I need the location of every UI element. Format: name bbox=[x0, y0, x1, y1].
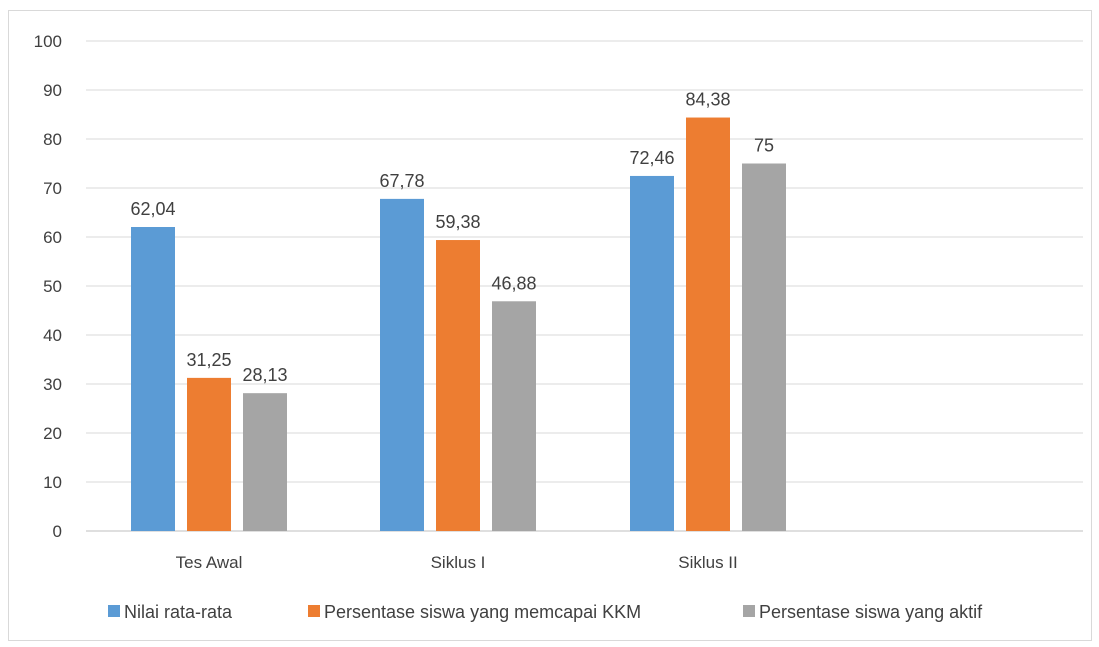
bar bbox=[630, 175, 674, 532]
y-tick-label: 10 bbox=[43, 473, 62, 492]
bar bbox=[436, 240, 480, 531]
y-tick-label: 20 bbox=[43, 424, 62, 443]
chart-frame bbox=[8, 10, 1092, 641]
data-label: 62,04 bbox=[130, 199, 175, 219]
bar bbox=[131, 227, 175, 531]
data-label: 28,13 bbox=[242, 365, 287, 385]
legend-label: Nilai rata-rata bbox=[124, 602, 233, 622]
bar bbox=[686, 117, 730, 532]
data-label: 75 bbox=[754, 136, 774, 156]
y-tick-label: 30 bbox=[43, 375, 62, 394]
data-label: 84,38 bbox=[685, 90, 730, 110]
data-label: 31,25 bbox=[186, 350, 231, 370]
bar bbox=[742, 163, 786, 531]
x-tick-label: Siklus II bbox=[678, 553, 738, 572]
y-tick-label: 70 bbox=[43, 179, 62, 198]
x-tick-label: Tes Awal bbox=[176, 553, 243, 572]
legend-swatch bbox=[308, 605, 320, 617]
data-label: 72,46 bbox=[629, 148, 674, 168]
y-tick-label: 60 bbox=[43, 228, 62, 247]
legend-swatch bbox=[743, 605, 755, 617]
bar bbox=[492, 301, 536, 531]
y-tick-label: 40 bbox=[43, 326, 62, 345]
y-tick-label: 100 bbox=[34, 32, 62, 51]
x-tick-label: Siklus I bbox=[431, 553, 486, 572]
data-label: 46,88 bbox=[491, 273, 536, 293]
bar bbox=[243, 393, 287, 531]
y-tick-label: 50 bbox=[43, 277, 62, 296]
bar bbox=[380, 198, 424, 532]
legend-label: Persentase siswa yang aktif bbox=[759, 602, 983, 622]
y-tick-label: 0 bbox=[53, 522, 62, 541]
legend-swatch bbox=[108, 605, 120, 617]
bar bbox=[187, 377, 231, 531]
y-tick-label: 90 bbox=[43, 81, 62, 100]
data-label: 59,38 bbox=[435, 212, 480, 232]
legend-label: Persentase siswa yang memcapai KKM bbox=[324, 602, 641, 622]
data-label: 67,78 bbox=[379, 171, 424, 191]
y-tick-label: 80 bbox=[43, 130, 62, 149]
